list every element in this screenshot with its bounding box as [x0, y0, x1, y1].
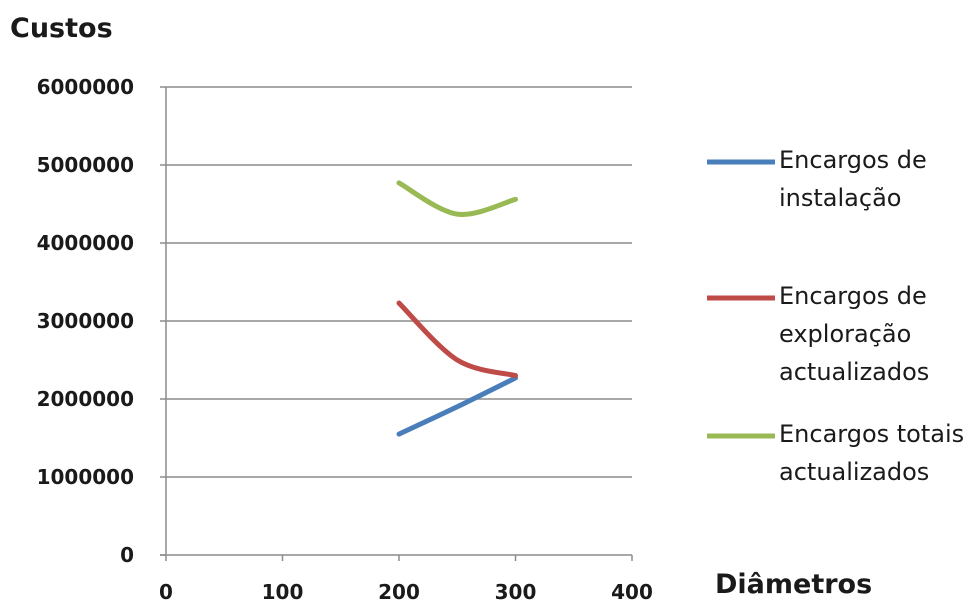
x-tick-label: 400: [611, 580, 653, 604]
legend-label-line: instalação: [779, 184, 901, 212]
legend-label-line: Encargos de: [779, 282, 927, 310]
y-tick-labels: 0 1000000 2000000 3000000 4000000 5000000 6000…: [37, 75, 166, 567]
legend: Encargos de instalação Encargos de exploraç…: [707, 146, 964, 486]
series-line: [396, 300, 518, 379]
x-tick-label: 200: [378, 580, 420, 604]
x-tick-label: 100: [262, 580, 304, 604]
legend-label-line: Encargos totais: [779, 420, 964, 448]
x-axis-title: Diâmetros: [715, 569, 872, 600]
x-tick-label: 300: [495, 580, 537, 604]
x-tick-label: 0: [159, 580, 173, 604]
legend-label-line: exploração: [779, 320, 911, 348]
y-tick-label: 1000000: [37, 465, 134, 489]
y-tick-label: 6000000: [37, 75, 134, 99]
series-line: [396, 180, 518, 217]
legend-label-line: Encargos de: [779, 146, 927, 174]
series-lines: [396, 180, 518, 437]
legend-label-line: actualizados: [779, 458, 929, 486]
x-tick-labels: 0 100 200 300 400: [159, 555, 653, 604]
series-line: [396, 375, 518, 437]
legend-label-line: actualizados: [779, 358, 929, 386]
legend-entry: Encargos de exploração actualizados: [707, 282, 929, 386]
legend-label: Encargos de instalação: [779, 146, 927, 212]
y-tick-label: 0: [120, 543, 134, 567]
y-tick-label: 3000000: [37, 309, 134, 333]
legend-label: Encargos totais actualizados: [779, 420, 964, 486]
y-tick-label: 5000000: [37, 153, 134, 177]
y-tick-label: 2000000: [37, 387, 134, 411]
legend-label: Encargos de exploração actualizados: [779, 282, 929, 386]
gridlines: [166, 86, 632, 478]
legend-entry: Encargos de instalação: [707, 146, 927, 212]
legend-entry: Encargos totais actualizados: [707, 420, 964, 486]
y-tick-label: 4000000: [37, 231, 134, 255]
y-axis-title: Custos: [10, 13, 113, 44]
